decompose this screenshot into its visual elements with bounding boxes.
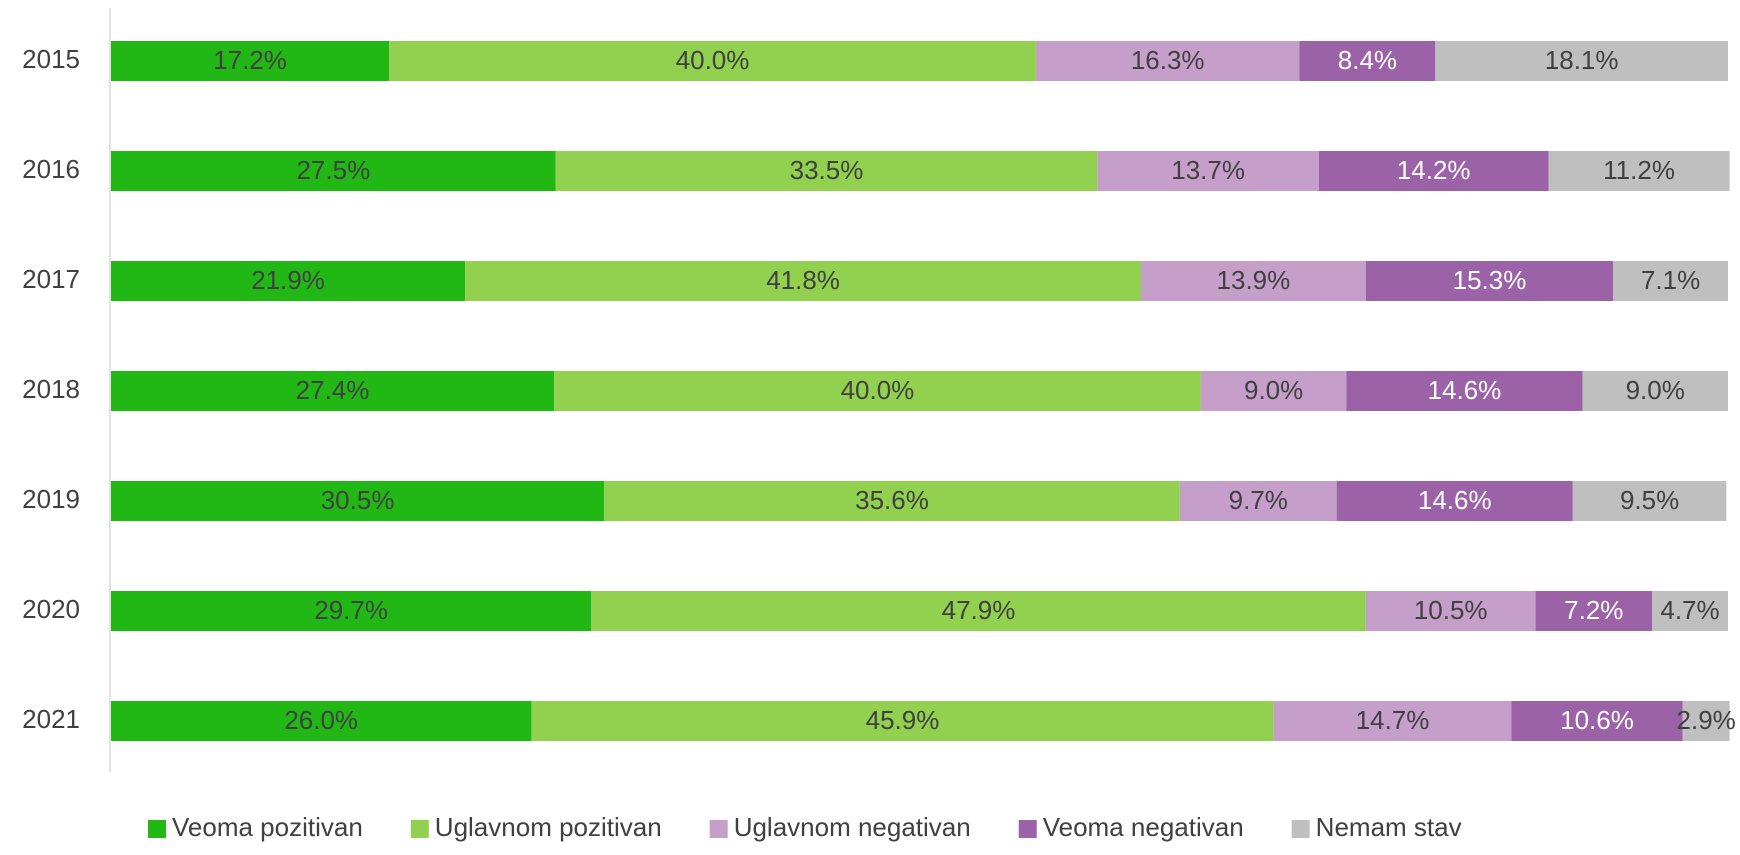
legend-swatch <box>410 820 429 838</box>
data-label: 10.6% <box>1560 705 1634 735</box>
bar-segment <box>1365 261 1614 301</box>
data-label: 41.8% <box>766 265 840 295</box>
data-label: 4.7% <box>1660 595 1719 625</box>
data-label: 10.5% <box>1414 595 1488 625</box>
bar-segment <box>111 591 592 631</box>
bar-segment <box>604 481 1180 521</box>
y-tick-label: 2016 <box>22 154 80 184</box>
legend-label: Uglavnom negativan <box>734 812 971 842</box>
legend-swatch <box>1291 820 1310 838</box>
bar-segment <box>1346 371 1583 411</box>
bar-segment <box>1511 701 1683 741</box>
bar-segment <box>111 261 466 301</box>
bar-segment <box>1035 41 1300 81</box>
legend-swatch <box>1018 820 1037 838</box>
bar-segment <box>1613 261 1728 301</box>
y-tick-label: 2021 <box>22 704 80 734</box>
bar-segment <box>111 481 605 521</box>
y-tick-label: 2018 <box>22 374 80 404</box>
data-label: 40.0% <box>841 375 915 405</box>
bar-segment <box>1097 151 1319 191</box>
data-label: 16.3% <box>1131 45 1205 75</box>
data-label: 27.5% <box>296 155 370 185</box>
data-label: 27.4% <box>296 375 370 405</box>
data-label: 17.2% <box>213 45 287 75</box>
bar-segment <box>555 151 1098 191</box>
bar-segment <box>1336 481 1573 521</box>
bar-segment <box>111 41 390 81</box>
data-label: 14.2% <box>1397 155 1471 185</box>
legend-label: Veoma negativan <box>1043 812 1244 842</box>
y-tick-label: 2019 <box>22 484 80 514</box>
y-tick-label: 2017 <box>22 264 80 294</box>
legend-label: Uglavnom pozitivan <box>435 812 662 842</box>
data-label: 11.2% <box>1603 155 1675 185</box>
data-label: 13.7% <box>1171 155 1245 185</box>
bar-segment <box>1179 481 1337 521</box>
data-label: 26.0% <box>284 705 358 735</box>
data-label: 21.9% <box>251 265 325 295</box>
bar-segment <box>591 591 1366 631</box>
data-label: 47.9% <box>942 595 1016 625</box>
data-label: 40.0% <box>676 45 750 75</box>
data-label: 33.5% <box>790 155 864 185</box>
bar-segment <box>111 151 556 191</box>
data-label: 8.4% <box>1338 45 1397 75</box>
bar-segment <box>1435 41 1728 81</box>
legend-label: Veoma pozitivan <box>172 812 363 842</box>
bar-segment <box>1572 481 1727 521</box>
data-label: 14.6% <box>1418 485 1492 515</box>
bar-segment <box>1141 261 1366 301</box>
data-label: 9.0% <box>1626 375 1685 405</box>
bar-segment <box>111 701 532 741</box>
bar-segment <box>1299 41 1436 81</box>
y-tick-label: 2020 <box>22 594 80 624</box>
bar-segment <box>1682 701 1730 741</box>
bar-segment <box>465 261 1142 301</box>
data-label: 35.6% <box>855 485 929 515</box>
legend-swatch <box>709 820 728 838</box>
data-label: 7.1% <box>1641 265 1700 295</box>
y-tick-label: 2015 <box>22 44 80 74</box>
bar-segment <box>1582 371 1728 411</box>
bar-segment <box>1365 591 1536 631</box>
data-label: 7.2% <box>1564 595 1623 625</box>
data-label: 13.9% <box>1217 265 1291 295</box>
bar-segment <box>1548 151 1730 191</box>
data-label: 9.0% <box>1244 375 1303 405</box>
bar-segment <box>554 371 1201 411</box>
bar-segment <box>389 41 1036 81</box>
data-label: 15.3% <box>1453 265 1527 295</box>
data-label: 14.6% <box>1428 375 1502 405</box>
data-label: 29.7% <box>314 595 388 625</box>
data-label: 45.9% <box>866 705 940 735</box>
data-label: 14.7% <box>1356 705 1430 735</box>
bar-segment <box>1652 591 1728 631</box>
bar-segment <box>111 371 555 411</box>
data-label: 2.9% <box>1677 705 1736 735</box>
bar-segment <box>531 701 1274 741</box>
bar-segment <box>1318 151 1549 191</box>
legend-label: Nemam stav <box>1316 812 1462 842</box>
data-label: 9.5% <box>1620 485 1679 515</box>
bar-segment <box>1200 371 1347 411</box>
data-label: 18.1% <box>1545 45 1619 75</box>
data-label: 9.7% <box>1229 485 1288 515</box>
legend-swatch <box>148 820 166 838</box>
bar-segment <box>1273 701 1512 741</box>
data-label: 30.5% <box>321 485 395 515</box>
bar-segment <box>1535 591 1653 631</box>
